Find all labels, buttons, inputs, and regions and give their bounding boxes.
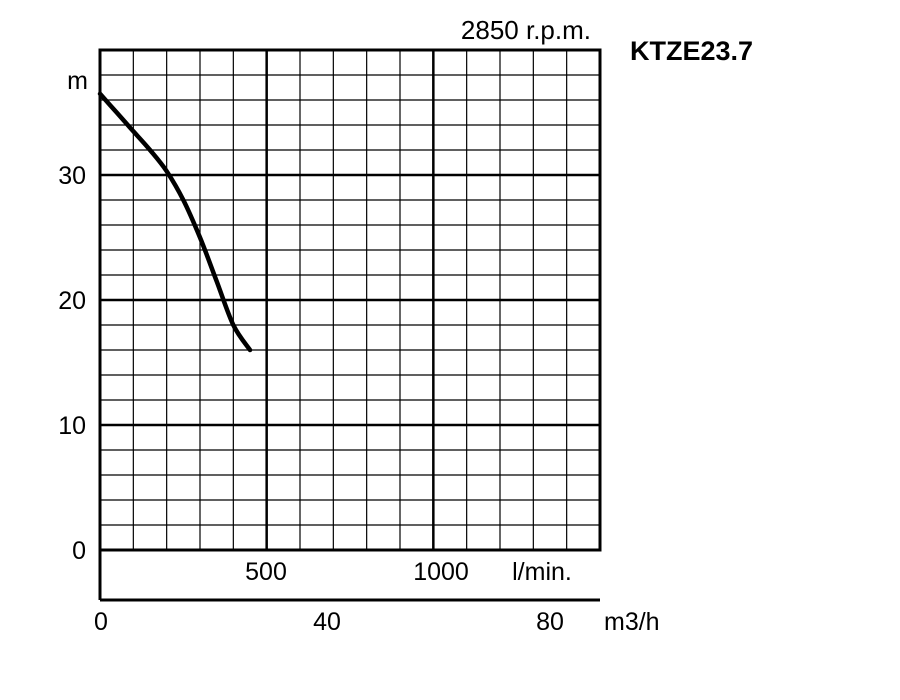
x-unit-m3h: m3/h: [604, 608, 660, 636]
y-tick-label-20: 20: [58, 287, 86, 315]
y-tick-label-30: 30: [58, 162, 86, 190]
x-tick-label-500: 500: [245, 558, 287, 586]
plot-frame: [98, 48, 602, 552]
y-tick-label-0: 0: [72, 537, 86, 565]
y-axis-label: m: [67, 67, 88, 95]
y-tick-label-10: 10: [58, 412, 86, 440]
x-tick-label-1000: 1000: [413, 558, 469, 586]
speed-label: 2850 r.p.m.: [461, 15, 591, 45]
m3h-tick-label-40: 40: [313, 608, 341, 636]
performance-curve: [97, 91, 253, 353]
grid-minor-lines: [100, 50, 600, 550]
grid-major-lines: [100, 50, 600, 550]
x-unit-lmin: l/min.: [512, 558, 572, 586]
model-title: KTZE23.7: [630, 36, 753, 66]
m3h-tick-label-0: 0: [94, 608, 108, 636]
m3h-tick-label-80: 80: [536, 608, 564, 636]
